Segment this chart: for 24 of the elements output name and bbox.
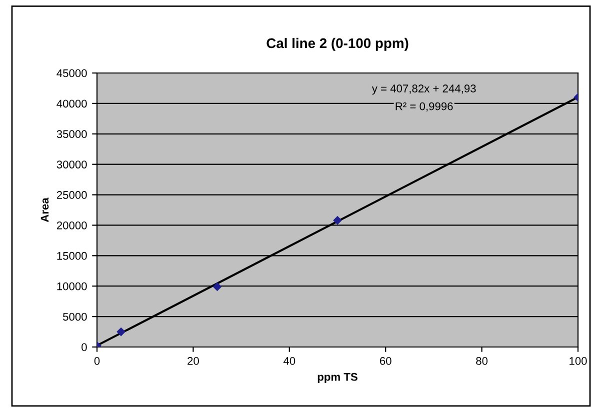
y-tick-label: 0 <box>82 343 87 352</box>
y-tick-label: 35000 <box>56 130 87 138</box>
point <box>213 282 222 291</box>
x-tick-label: 80 <box>476 357 488 365</box>
y-tick-label: 15000 <box>57 252 87 260</box>
x-tick-label: 60 <box>380 357 392 365</box>
x-tick-label: 0 <box>94 357 100 365</box>
annotation: R² = 0,9996 <box>396 102 453 112</box>
annotation: y = 407,82x + 244,93 <box>372 84 476 95</box>
point <box>116 328 126 336</box>
y-tick-label: 25000 <box>56 191 87 199</box>
chart-title: Cal line 2 (0-100 ppm) <box>266 38 408 51</box>
x-tick-label: 20 <box>188 357 199 365</box>
y-tick-label: 20000 <box>56 221 87 230</box>
y-axis-title: Area <box>40 198 49 222</box>
y-tick-label: 30000 <box>56 160 87 168</box>
x-tick-label: 40 <box>283 357 296 365</box>
x-tick-label: 100 <box>570 357 587 365</box>
y-tick-label: 5000 <box>63 312 87 321</box>
y-tick-label: 40000 <box>56 100 87 108</box>
y-tick-label: 45000 <box>56 69 87 78</box>
y-tick-label: 10000 <box>57 282 87 290</box>
point <box>333 216 342 224</box>
x-axis-title: ppm TS <box>318 372 358 383</box>
